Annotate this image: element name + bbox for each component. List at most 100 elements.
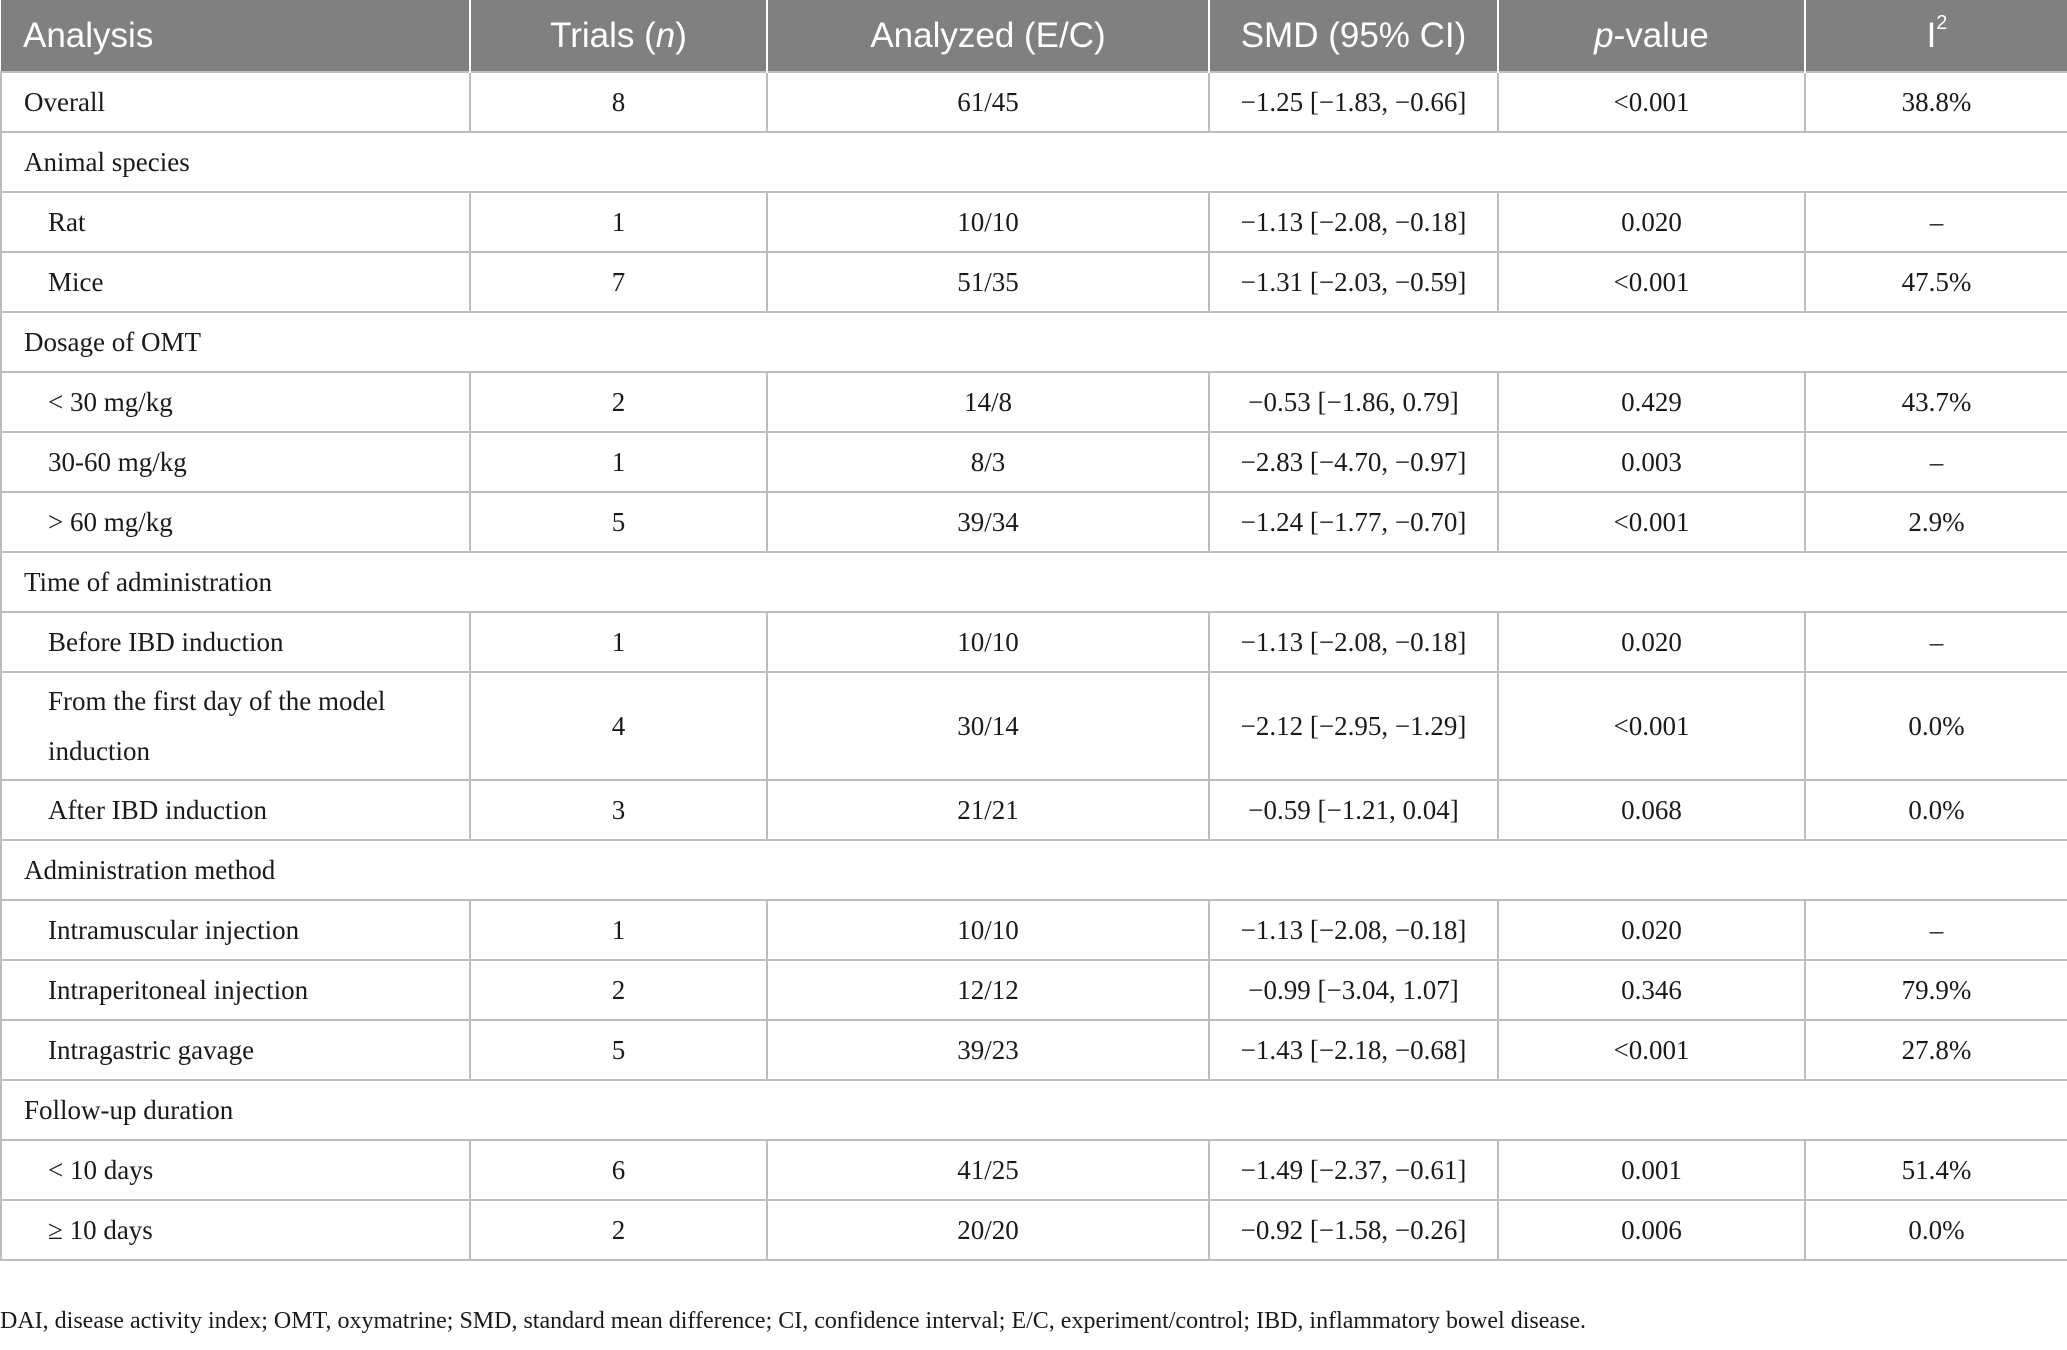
cell-i2: 27.8% — [1804, 1019, 2067, 1081]
cell-smd: −0.59 [−1.21, 0.04] — [1208, 779, 1499, 841]
table-footnote: DAI, disease activity index; OMT, oxymat… — [0, 1308, 1586, 1334]
header-trials: Trials (n) — [470, 0, 768, 72]
table-row: < 30 mg/kg 2 14/8 −0.53 [−1.86, 0.79] 0.429 4… — [0, 371, 2067, 433]
cell-p-value: <0.001 — [1497, 1019, 1806, 1081]
header-i2: I2 — [1926, 11, 1948, 55]
row-label: 30-60 mg/kg — [0, 431, 471, 493]
cell-p-value: 0.429 — [1497, 371, 1806, 433]
cell-trials: 2 — [469, 959, 768, 1021]
table-row: Intraperitoneal injection 2 12/12 −0.99 [−3… — [0, 959, 2067, 1021]
cell-smd: −0.99 [−3.04, 1.07] — [1208, 959, 1499, 1021]
cell-trials: 7 — [469, 251, 768, 313]
group-label: Administration method — [0, 839, 2067, 901]
cell-p-value: 0.003 — [1497, 431, 1806, 493]
cell-p-value: 0.346 — [1497, 959, 1806, 1021]
cell-smd: −1.13 [−2.08, −0.18] — [1208, 191, 1499, 253]
table-row: Overall 8 61/45 −1.25 [−1.83, −0.66] <0.001 3… — [0, 71, 2067, 133]
table-header-row: Analysis Trials (n) Analyzed (E/C) SMD (… — [1, 0, 2067, 72]
table-row: Mice 7 51/35 −1.31 [−2.03, −0.59] <0.001 47.5… — [0, 251, 2067, 313]
cell-trials: 5 — [469, 491, 768, 553]
cell-trials: 1 — [469, 899, 768, 961]
cell-analyzed: 39/23 — [766, 1019, 1210, 1081]
cell-analyzed: 10/10 — [766, 611, 1210, 673]
table-group-row: Dosage of OMT — [0, 311, 2067, 373]
cell-smd: −1.13 [−2.08, −0.18] — [1208, 899, 1499, 961]
table-row: Rat 1 10/10 −1.13 [−2.08, −0.18] 0.020– — [0, 191, 2067, 253]
cell-analyzed: 51/35 — [766, 251, 1210, 313]
row-label: Mice — [0, 251, 471, 313]
table-row: > 60 mg/kg 5 39/34 −1.24 [−1.77, −0.70] <0.0… — [0, 491, 2067, 553]
cell-p-value: 0.020 — [1497, 191, 1806, 253]
cell-smd: −0.92 [−1.58, −0.26] — [1208, 1199, 1499, 1261]
cell-trials: 3 — [469, 779, 768, 841]
header-analysis: Analysis — [1, 0, 471, 72]
row-label: Intramuscular injection — [0, 899, 471, 961]
cell-smd: −0.53 [−1.86, 0.79] — [1208, 371, 1499, 433]
row-label: After IBD induction — [0, 779, 471, 841]
row-label: From the first day of the model induction — [0, 671, 471, 781]
group-label: Animal species — [0, 131, 2067, 193]
header-analyzed: Analyzed (E/C) — [767, 0, 1210, 72]
cell-smd: −1.31 [−2.03, −0.59] — [1208, 251, 1499, 313]
cell-analyzed: 12/12 — [766, 959, 1210, 1021]
table-row: From the first day of the model induction… — [0, 671, 2067, 781]
row-label: < 30 mg/kg — [0, 371, 471, 433]
row-label: Rat — [0, 191, 471, 253]
cell-analyzed: 21/21 — [766, 779, 1210, 841]
table-row: Before IBD induction 1 10/10 −1.13 [−2.08, … — [0, 611, 2067, 673]
cell-smd: −2.12 [−2.95, −1.29] — [1208, 671, 1499, 781]
row-label: Overall — [0, 71, 471, 133]
cell-i2: 47.5% — [1804, 251, 2067, 313]
cell-trials: 8 — [469, 71, 768, 133]
row-label: ≥ 10 days — [0, 1199, 471, 1261]
cell-smd: −1.24 [−1.77, −0.70] — [1208, 491, 1499, 553]
table-row: After IBD induction 3 21/21 −0.59 [−1.21, 0… — [0, 779, 2067, 841]
cell-p-value: 0.068 — [1497, 779, 1806, 841]
row-label: > 60 mg/kg — [0, 491, 471, 553]
table-group-row: Follow-up duration — [0, 1079, 2067, 1141]
cell-analyzed: 10/10 — [766, 191, 1210, 253]
cell-i2: 79.9% — [1804, 959, 2067, 1021]
table-group-row: Administration method — [0, 839, 2067, 901]
cell-smd: −1.43 [−2.18, −0.68] — [1208, 1019, 1499, 1081]
cell-analyzed: 30/14 — [766, 671, 1210, 781]
group-label: Follow-up duration — [0, 1079, 2067, 1141]
cell-smd: −2.83 [−4.70, −0.97] — [1208, 431, 1499, 493]
cell-trials: 6 — [469, 1139, 768, 1201]
group-label: Dosage of OMT — [0, 311, 2067, 373]
row-label: Intragastric gavage — [0, 1019, 471, 1081]
cell-trials: 1 — [469, 431, 768, 493]
cell-p-value: 0.020 — [1497, 611, 1806, 673]
cell-trials: 1 — [469, 191, 768, 253]
cell-i2: – — [1804, 431, 2067, 493]
cell-analyzed: 41/25 — [766, 1139, 1210, 1201]
cell-analyzed: 20/20 — [766, 1199, 1210, 1261]
cell-trials: 5 — [469, 1019, 768, 1081]
cell-i2: – — [1804, 611, 2067, 673]
cell-i2: – — [1804, 191, 2067, 253]
cell-analyzed: 10/10 — [766, 899, 1210, 961]
cell-trials: 2 — [469, 371, 768, 433]
cell-i2: 38.8% — [1804, 71, 2067, 133]
cell-analyzed: 61/45 — [766, 71, 1210, 133]
cell-i2: 0.0% — [1804, 779, 2067, 841]
cell-i2: 2.9% — [1804, 491, 2067, 553]
row-label: Before IBD induction — [0, 611, 471, 673]
table-row: Intragastric gavage 5 39/23 −1.43 [−2.18, −… — [0, 1019, 2067, 1081]
cell-i2: 0.0% — [1804, 1199, 2067, 1261]
cell-analyzed: 14/8 — [766, 371, 1210, 433]
cell-i2: – — [1804, 899, 2067, 961]
cell-i2: 0.0% — [1804, 671, 2067, 781]
cell-smd: −1.13 [−2.08, −0.18] — [1208, 611, 1499, 673]
cell-p-value: 0.001 — [1497, 1139, 1806, 1201]
cell-analyzed: 39/34 — [766, 491, 1210, 553]
subgroup-analysis-table: Analysis Trials (n) Analyzed (E/C) SMD (… — [0, 0, 2067, 1261]
cell-trials: 1 — [469, 611, 768, 673]
cell-smd: −1.25 [−1.83, −0.66] — [1208, 71, 1499, 133]
table-group-row: Time of administration — [0, 551, 2067, 613]
table-group-row: Animal species — [0, 131, 2067, 193]
cell-i2: 51.4% — [1804, 1139, 2067, 1201]
cell-p-value: 0.020 — [1497, 899, 1806, 961]
table-row: < 10 days 6 41/25 −1.49 [−2.37, −0.61] 0.001… — [0, 1139, 2067, 1201]
